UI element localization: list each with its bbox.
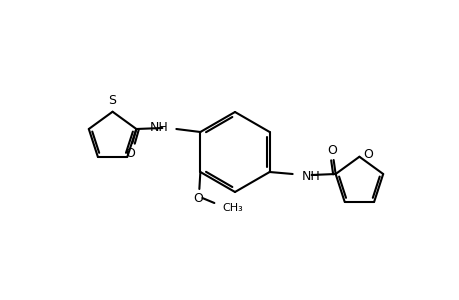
Text: NH: NH (149, 121, 168, 134)
Text: NH: NH (301, 169, 320, 182)
Text: O: O (193, 191, 203, 205)
Text: O: O (363, 148, 373, 161)
Text: S: S (108, 94, 116, 107)
Text: CH₃: CH₃ (222, 203, 242, 213)
Text: O: O (327, 143, 337, 157)
Text: O: O (125, 146, 135, 160)
